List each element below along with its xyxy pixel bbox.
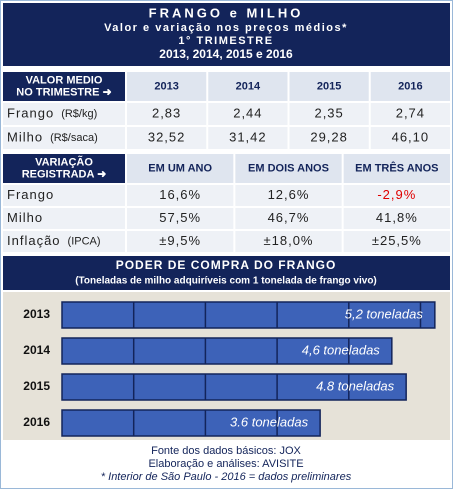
column-header-cell — [289, 72, 369, 101]
row-label-cell — [3, 127, 125, 149]
cell-value: 2,74 — [396, 105, 425, 120]
row-label: Milho — [7, 210, 43, 225]
chart-subtitle: (Toneladas de milho adquiríveis com 1 to… — [75, 276, 377, 287]
years: 2013, 2014, 2015 e 2016 — [159, 47, 293, 61]
cell-value: ±25,5% — [372, 233, 422, 248]
value-cell — [370, 127, 450, 149]
category-label: 2013 — [23, 307, 50, 321]
corner-label: VALOR MEDIO — [26, 74, 103, 86]
value-label: 3.6 toneladas — [230, 414, 309, 429]
column-header-cell — [370, 72, 450, 101]
column-header: EM UM ANO — [148, 162, 212, 174]
row-unit: (R$/kg) — [61, 108, 97, 120]
cell-value: 12,6% — [268, 187, 310, 202]
row-label-cell — [3, 231, 125, 252]
cell-value: 29,28 — [310, 129, 348, 144]
row-label: Inflação — [7, 233, 61, 248]
row-label: Milho — [7, 129, 43, 144]
cell-value: ±18,0% — [264, 233, 314, 248]
column-header: EM DOIS ANOS — [248, 162, 329, 174]
column-header-cell — [208, 72, 288, 101]
footer-line: Fonte dos dados básicos: JOX — [151, 445, 301, 457]
corner-cell — [3, 154, 125, 183]
cell-value: 2,44 — [233, 105, 262, 120]
value-label: 4.8 toneladas — [316, 378, 395, 393]
chart-header-band — [3, 256, 450, 290]
value-cell — [235, 185, 342, 206]
subtitle: Valor e variação nos preços médios* — [104, 22, 348, 34]
corner-label: REGISTRADA ➜ — [22, 168, 107, 180]
value-cell — [127, 208, 234, 229]
category-label: 2015 — [23, 379, 50, 393]
header-band — [3, 3, 450, 66]
value-cell — [208, 103, 288, 125]
value-cell — [343, 208, 450, 229]
row-label-cell — [3, 208, 125, 229]
value-cell — [127, 185, 234, 206]
cell-value: 2,35 — [314, 105, 343, 120]
value-cell — [289, 127, 369, 149]
value-cell — [127, 103, 207, 125]
value-cell — [370, 103, 450, 125]
cell-value: 31,42 — [229, 129, 267, 144]
footer-line: * Interior de São Paulo - 2016 = dados p… — [101, 471, 352, 483]
bar — [61, 337, 393, 365]
cell-value: 32,52 — [148, 129, 186, 144]
period: 1° TRIMESTRE — [178, 35, 273, 47]
corner-label: NO TRIMESTRE ➜ — [16, 86, 111, 98]
chart-title: PODER DE COMPRA DO FRANGO — [116, 258, 337, 272]
bar — [61, 301, 436, 329]
category-label: 2014 — [23, 343, 50, 357]
value-label: 5,2 toneladas — [345, 306, 424, 321]
corner-cell — [3, 72, 125, 101]
value-cell — [208, 127, 288, 149]
cell-value: 57,5% — [159, 210, 201, 225]
value-cell — [343, 231, 450, 252]
row-label-cell — [3, 103, 125, 125]
value-cell — [343, 185, 450, 206]
row-unit: (IPCA) — [68, 235, 101, 247]
column-header: 2014 — [236, 80, 261, 92]
value-cell — [127, 127, 207, 149]
column-header: 2016 — [398, 80, 422, 92]
title: FRANGO e MILHO — [149, 5, 304, 20]
column-header: 2013 — [154, 80, 178, 92]
cell-value: 16,6% — [159, 187, 201, 202]
value-cell — [127, 231, 234, 252]
value-label: 4,6 toneladas — [302, 342, 381, 357]
row-label: Frango — [7, 105, 54, 120]
category-label: 2016 — [23, 415, 50, 429]
value-cell — [235, 231, 342, 252]
value-cell — [235, 208, 342, 229]
row-label: Frango — [7, 187, 54, 202]
row-label-cell — [3, 185, 125, 206]
column-header-cell — [343, 154, 450, 183]
row-unit: (R$/saca) — [50, 132, 98, 144]
cell-value: 41,8% — [376, 210, 418, 225]
cell-value: 46,7% — [268, 210, 310, 225]
value-cell — [289, 103, 369, 125]
column-header-cell — [235, 154, 342, 183]
column-header-cell — [127, 154, 234, 183]
footer-line: Elaboração e análises: AVISITE — [148, 458, 303, 470]
column-header-cell — [127, 72, 207, 101]
cell-value: 2,83 — [152, 105, 181, 120]
cell-value: 46,10 — [392, 129, 430, 144]
column-header: 2015 — [317, 80, 341, 92]
column-header: EM TRÊS ANOS — [355, 161, 438, 174]
cell-value: ±9,5% — [159, 233, 201, 248]
corner-label: VARIAÇÃO — [35, 155, 93, 168]
cell-value: -2,9% — [377, 187, 416, 202]
